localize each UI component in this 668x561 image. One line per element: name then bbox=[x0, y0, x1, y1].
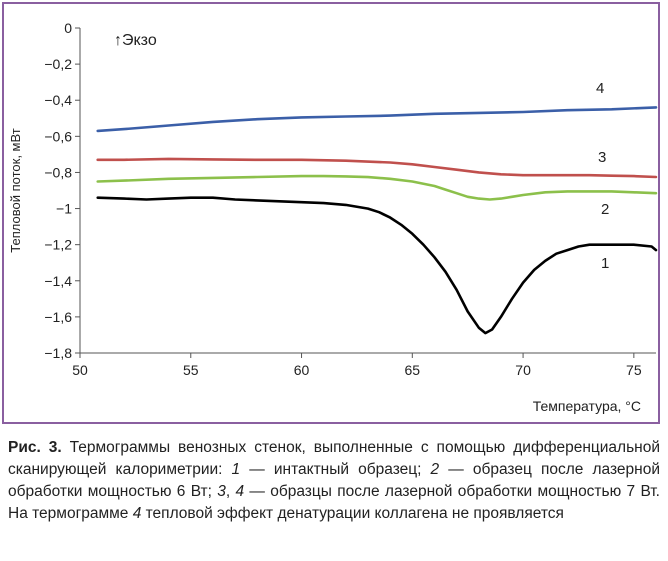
y-tick-label: −1,2 bbox=[44, 237, 72, 253]
caption-series-number: 4 bbox=[132, 505, 142, 522]
x-tick-label: 75 bbox=[626, 362, 642, 378]
series-line-1 bbox=[96, 196, 658, 335]
figure-caption: Рис. 3. Термограммы венозных стенок, вып… bbox=[8, 437, 660, 525]
caption-series-number: 2 bbox=[430, 461, 440, 478]
y-tick-label: −1,4 bbox=[44, 273, 72, 289]
series-line-4 bbox=[96, 106, 658, 133]
x-axis-label: Температура, °С bbox=[533, 398, 641, 414]
caption-text: — образцы после лазерной обработки мощно… bbox=[8, 483, 660, 522]
caption-text: Термограммы венозных стенок, выполненные… bbox=[8, 439, 660, 478]
y-tick-label: −0,2 bbox=[44, 56, 72, 72]
caption-series-number: 4 bbox=[235, 483, 245, 500]
caption-series-number: 3 bbox=[217, 483, 226, 500]
series-label-1: 1 bbox=[601, 255, 609, 272]
y-tick-label: −1,6 bbox=[44, 309, 72, 325]
y-tick-label: −0,4 bbox=[44, 92, 72, 108]
y-tick-label: −0,8 bbox=[44, 164, 72, 180]
caption-series-number: 1 bbox=[231, 461, 241, 478]
caption-text: — образец после лазерной обработки мощно… bbox=[8, 461, 660, 500]
caption-text: , bbox=[225, 483, 236, 500]
y-tick-label: −1,8 bbox=[44, 345, 72, 361]
x-tick-label: 65 bbox=[405, 362, 421, 378]
series-label-4: 4 bbox=[596, 80, 604, 97]
x-tick-label: 55 bbox=[183, 362, 199, 378]
caption-text: — интактный образец; bbox=[240, 461, 431, 478]
series-line-3 bbox=[96, 157, 658, 179]
y-axis-label: Тепловой поток, мВт bbox=[8, 128, 23, 252]
x-tick-label: 50 bbox=[72, 362, 88, 378]
caption-figure-label: Рис. 3. bbox=[8, 439, 62, 456]
thermogram-chart: 0 −0,2 −0,4 −0,6 −0,8 −1 −1,2 −1,4 −1,6 −1,850 55 6… bbox=[8, 20, 658, 414]
caption-text: тепловой эффект денатурации коллагена не… bbox=[141, 505, 564, 522]
x-tick-label: 60 bbox=[294, 362, 310, 378]
series-label-3: 3 bbox=[598, 149, 606, 166]
figure-frame: 0 −0,2 −0,4 −0,6 −0,8 −1 −1,2 −1,4 −1,6 −1,8 50 55 6… bbox=[2, 2, 660, 424]
y-tick-label: −1 bbox=[56, 201, 72, 217]
series-line-2 bbox=[96, 174, 658, 201]
y-tick-label: 0 bbox=[64, 20, 72, 36]
series-label-2: 2 bbox=[601, 201, 609, 218]
x-tick-label: 70 bbox=[515, 362, 531, 378]
exo-annotation: ↑Экзо bbox=[114, 32, 157, 49]
y-tick-label: −0,6 bbox=[44, 128, 72, 144]
